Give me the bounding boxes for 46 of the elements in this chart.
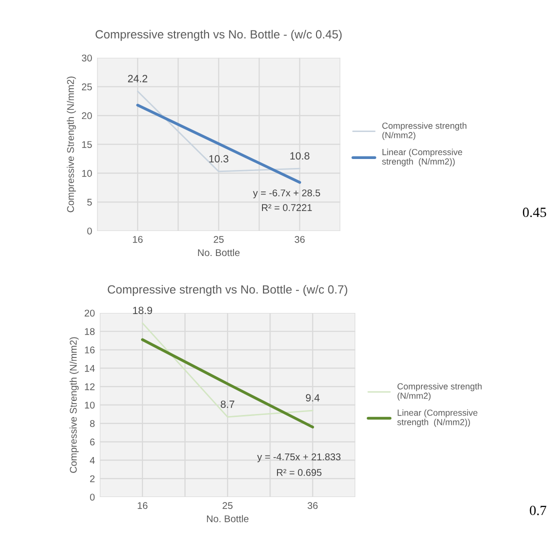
y-tick-label: 18 (84, 328, 95, 335)
y-tick-label: 6 (90, 438, 95, 446)
data-label: 18.9 (133, 306, 152, 314)
y-tick-label: 5 (87, 198, 92, 206)
y-tick-label: 25 (82, 83, 92, 90)
data-label: 24.2 (128, 74, 148, 82)
text: 0.7 (530, 506, 546, 516)
data-label: 9.4 (306, 394, 320, 402)
y-tick-label: 14 (84, 365, 95, 372)
text: 0.45 (522, 208, 546, 218)
y-tick-label: 0 (90, 494, 95, 501)
y-tick-label: 16 (84, 346, 95, 354)
chart-title: Compressive strength vs No. Bottle - (w/c 0.45) (96, 30, 342, 41)
y-tick-label: 2 (90, 475, 95, 482)
x-tick-label: 36 (294, 236, 305, 243)
data-label: 10.3 (209, 155, 228, 162)
x-tick-label: 36 (308, 502, 318, 510)
y-tick-label: 30 (82, 54, 92, 62)
y-tick-label: 12 (84, 383, 95, 390)
data-label: 10.8 (290, 152, 310, 160)
x-axis-title: No. Bottle (207, 515, 248, 522)
annotation: y = -4.75x + 21.833 (257, 453, 340, 462)
annotation: R² = 0.7221 (262, 204, 312, 212)
x-tick-label: 25 (222, 502, 233, 510)
y-tick-label: 0 (87, 228, 92, 234)
chart-title: Compressive strength vs No. Bottle - (w/c 0.7) (108, 284, 348, 296)
y-axis-title: Compressive Strength (N/mm2) (70, 337, 79, 473)
x-tick-label: 25 (214, 236, 224, 243)
legend-label: Compressive strength (N/mm2) (398, 383, 482, 401)
y-axis-title: Compressive Strength (N/mm2) (66, 76, 76, 212)
y-tick-label: 20 (82, 112, 92, 120)
legend-label: Linear (Compressive strength (N/mm2)) (397, 409, 478, 427)
y-tick-label: 8 (90, 420, 95, 428)
x-axis-title: No. Bottle (198, 248, 240, 256)
y-tick-label: 4 (90, 457, 95, 464)
y-tick-label: 15 (82, 141, 92, 148)
y-tick-label: 10 (84, 402, 95, 409)
data-label: 8.7 (220, 400, 234, 408)
x-tick-label: 16 (138, 502, 148, 510)
annotation: y = -6.7x + 28.5 (252, 189, 320, 198)
legend-label: Linear (Compressive strength (N/mm2)) (382, 148, 462, 166)
y-tick-label: 20 (84, 310, 95, 317)
annotation: R² = 0.695 (277, 469, 322, 476)
x-tick-label: 16 (132, 236, 143, 243)
y-tick-label: 10 (82, 170, 92, 177)
legend-label: Compressive strength (N/mm2) (382, 122, 466, 140)
